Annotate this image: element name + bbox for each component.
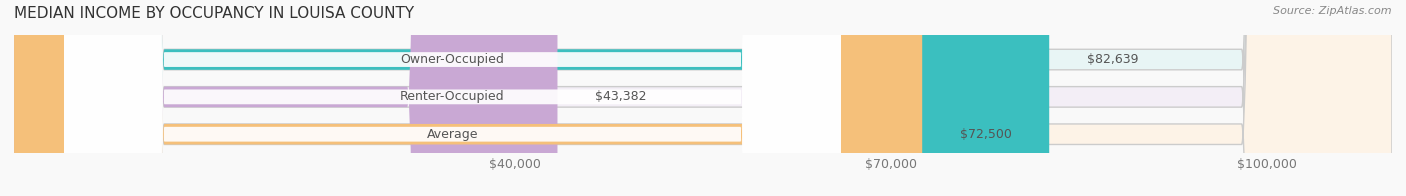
Text: $43,382: $43,382 xyxy=(595,90,647,103)
FancyBboxPatch shape xyxy=(14,0,1392,196)
Text: Average: Average xyxy=(427,128,478,141)
FancyBboxPatch shape xyxy=(14,0,557,196)
FancyBboxPatch shape xyxy=(14,0,1049,196)
Text: Source: ZipAtlas.com: Source: ZipAtlas.com xyxy=(1274,6,1392,16)
Text: Owner-Occupied: Owner-Occupied xyxy=(401,53,505,66)
Text: $72,500: $72,500 xyxy=(960,128,1012,141)
FancyBboxPatch shape xyxy=(65,0,841,196)
FancyBboxPatch shape xyxy=(14,0,1392,196)
FancyBboxPatch shape xyxy=(14,0,1392,196)
FancyBboxPatch shape xyxy=(14,0,922,196)
FancyBboxPatch shape xyxy=(65,0,841,196)
FancyBboxPatch shape xyxy=(65,0,841,196)
Text: MEDIAN INCOME BY OCCUPANCY IN LOUISA COUNTY: MEDIAN INCOME BY OCCUPANCY IN LOUISA COU… xyxy=(14,6,415,21)
Text: $82,639: $82,639 xyxy=(1087,53,1139,66)
Text: Renter-Occupied: Renter-Occupied xyxy=(401,90,505,103)
